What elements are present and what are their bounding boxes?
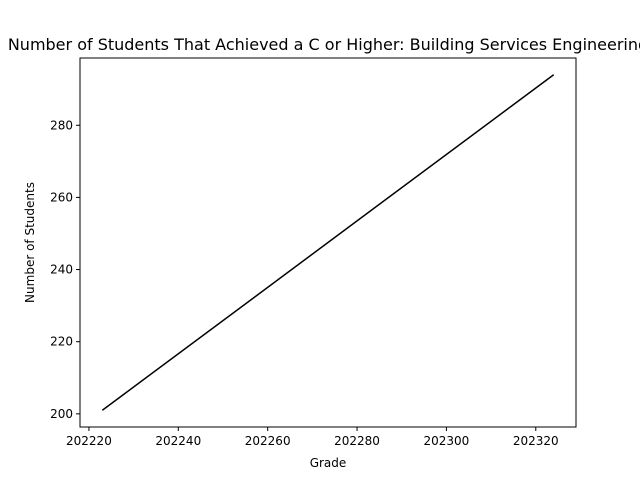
- y-tick-label: 280: [50, 118, 73, 132]
- series-line: [101, 74, 555, 411]
- y-tick-label: 220: [50, 335, 73, 349]
- y-tick-label: 200: [50, 407, 73, 421]
- y-tick-label: 240: [50, 263, 73, 277]
- plot-frame: [79, 57, 577, 428]
- y-tick-label: 260: [50, 190, 73, 204]
- x-tick-label: 202220: [66, 434, 112, 448]
- x-axis-ticks: 202220 202240 202260 202280 202300 202320: [66, 427, 559, 448]
- x-tick-label: 202240: [155, 434, 201, 448]
- x-tick-label: 202280: [334, 434, 380, 448]
- chart-title: Number of Students That Achieved a C or …: [8, 35, 640, 54]
- x-axis-label: Grade: [310, 456, 347, 470]
- y-axis-label: Number of Students: [23, 182, 37, 303]
- x-tick-label: 202320: [513, 434, 559, 448]
- x-tick-label: 202260: [245, 434, 291, 448]
- x-tick-label: 202300: [424, 434, 470, 448]
- y-axis-ticks: 200 220 240 260 280: [50, 118, 80, 421]
